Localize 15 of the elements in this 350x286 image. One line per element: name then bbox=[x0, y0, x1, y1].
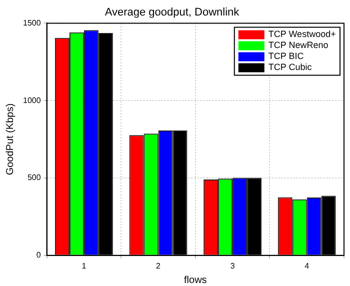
y-axis-title: GoodPut (Kbps) bbox=[4, 103, 16, 176]
x-tick-label: 3 bbox=[230, 261, 236, 270]
x-tick-label: 2 bbox=[156, 261, 162, 270]
y-tick-label: 0 bbox=[36, 250, 42, 260]
y-tick-label: 500 bbox=[27, 173, 42, 182]
legend-label: TCP Westwood+ bbox=[268, 29, 336, 40]
y-tick-label: 1500 bbox=[23, 18, 42, 28]
x-axis-title: flows bbox=[184, 274, 207, 286]
x-tick-label: 4 bbox=[304, 261, 310, 270]
x-tick-label: 1 bbox=[82, 261, 87, 270]
chart-title: Average goodput, Downlink bbox=[104, 6, 240, 19]
y-tick-label: 1000 bbox=[23, 96, 42, 105]
legend-label: TCP BIC bbox=[268, 51, 304, 62]
legend-label: TCP Cubic bbox=[268, 62, 312, 72]
legend-label: TCP NewReno bbox=[268, 40, 328, 50]
